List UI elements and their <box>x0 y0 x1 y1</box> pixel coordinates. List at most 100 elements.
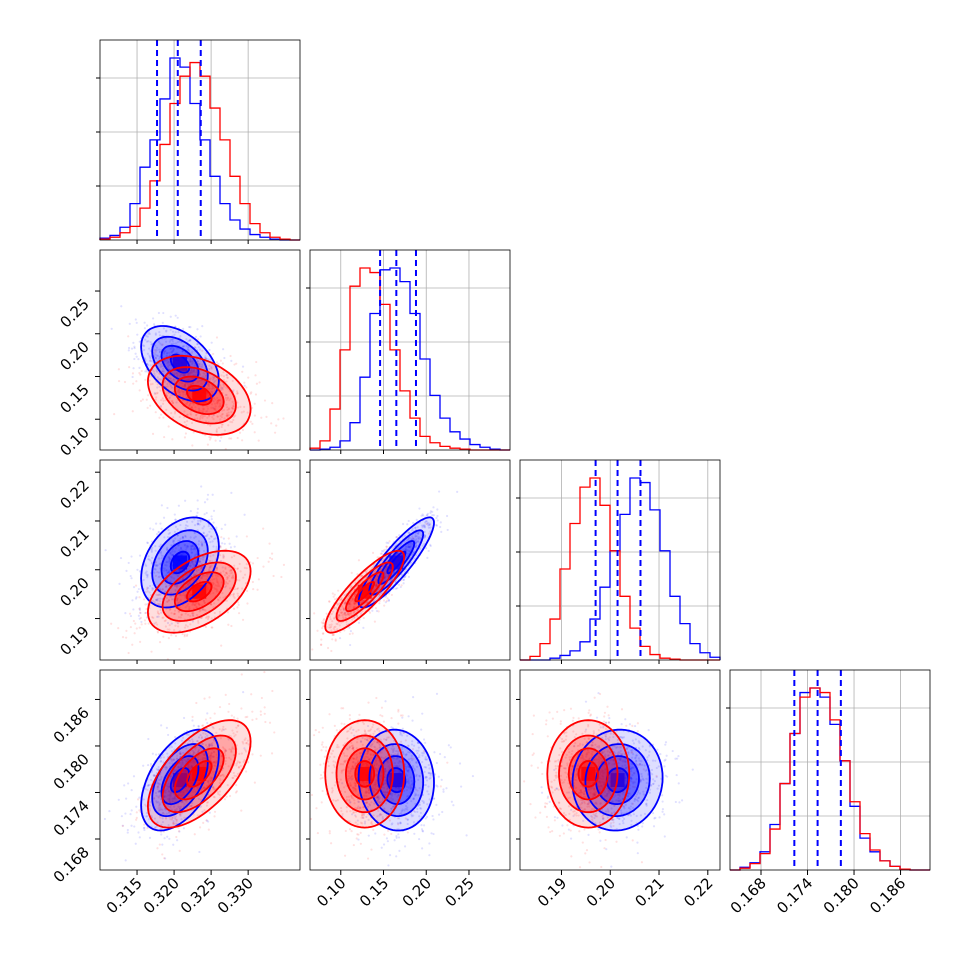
red-sample-point <box>344 601 347 604</box>
blue-sample-point <box>180 583 183 586</box>
red-sample-point <box>212 352 215 356</box>
red-sample-point <box>158 641 162 644</box>
red-sample-point <box>183 410 186 413</box>
red-sample-point <box>223 385 226 388</box>
red-sample-point <box>350 571 353 574</box>
blue-sample-point <box>208 364 211 367</box>
red-sample-point <box>167 425 170 428</box>
red-sample-point <box>227 413 231 417</box>
blue-sample-point <box>157 531 160 534</box>
red-sample-point <box>214 584 217 587</box>
blue-sample-point <box>423 521 427 524</box>
red-sample-point <box>163 813 166 816</box>
red-sample-point <box>129 625 132 629</box>
red-sample-point <box>220 374 223 377</box>
red-sample-point <box>224 749 227 752</box>
red-sample-point <box>209 756 212 759</box>
blue-sample-point <box>158 355 161 358</box>
blue-sample-point <box>197 568 200 572</box>
blue-sample-point <box>370 578 373 581</box>
blue-sample-point <box>183 344 186 348</box>
blue-sample-point <box>153 797 156 800</box>
blue-sample-point <box>155 794 158 797</box>
blue-sample-point <box>177 544 180 547</box>
red-sample-point <box>218 764 222 767</box>
red-sample-point <box>171 438 174 441</box>
red-sample-point <box>207 750 210 753</box>
blue-sample-point <box>188 378 191 381</box>
blue-sample-point <box>172 378 176 381</box>
blue-sample-point <box>405 546 408 549</box>
red-sample-point <box>251 718 254 721</box>
blue-sample-point <box>221 542 224 545</box>
red-sample-point <box>222 408 226 412</box>
blue-sample-point <box>172 348 175 351</box>
red-sample-point <box>206 443 209 446</box>
blue-sample-point <box>428 522 431 525</box>
red-sample-point <box>148 809 151 812</box>
blue-sample-point <box>171 548 175 551</box>
blue-sample-point <box>155 348 158 352</box>
blue-sample-point <box>190 368 193 371</box>
red-sample-point <box>251 710 254 713</box>
red-sample-point <box>237 724 240 727</box>
blue-sample-point <box>163 857 167 860</box>
red-sample-point <box>341 605 344 608</box>
red-sample-point <box>212 761 216 764</box>
blue-sample-point <box>159 779 162 782</box>
red-sample-point <box>172 822 175 825</box>
red-sample-point <box>184 393 187 396</box>
red-sample-point <box>322 622 325 625</box>
blue-sample-point <box>204 374 207 378</box>
blue-sample-point <box>174 525 177 528</box>
red-sample-point <box>173 629 176 632</box>
red-sample-point <box>202 407 206 411</box>
red-sample-point <box>207 394 210 397</box>
red-sample-point <box>350 584 353 588</box>
red-sample-point <box>259 754 262 757</box>
blue-sample-point <box>166 787 169 790</box>
red-sample-point <box>225 572 229 575</box>
blue-sample-point <box>196 328 199 331</box>
red-sample-point <box>202 757 205 760</box>
blue-sample-point <box>182 374 185 377</box>
blue-sample-point <box>160 343 163 347</box>
red-sample-point <box>238 579 241 582</box>
red-sample-point <box>191 612 194 615</box>
blue-contour <box>169 550 191 575</box>
blue-sample-point <box>174 518 177 521</box>
red-sample-point <box>192 571 196 575</box>
blue-sample-point <box>194 346 197 350</box>
blue-sample-point <box>176 574 179 577</box>
red-sample-point <box>185 590 188 593</box>
red-sample-point <box>190 360 193 364</box>
blue-sample-point <box>212 755 215 758</box>
blue-sample-point <box>169 315 172 318</box>
red-sample-point <box>190 760 193 764</box>
red-sample-point <box>147 622 150 625</box>
blue-sample-point <box>148 332 151 336</box>
red-sample-point <box>204 616 208 619</box>
blue-sample-point <box>193 370 196 373</box>
red-sample-point <box>155 593 158 596</box>
red-sample-point <box>190 804 193 807</box>
blue-sample-point <box>144 338 147 341</box>
blue-sample-point <box>160 756 163 759</box>
blue-sample-point <box>182 801 185 804</box>
blue-sample-point <box>129 574 132 578</box>
blue-sample-point <box>174 342 177 345</box>
red-sample-point <box>158 377 161 381</box>
red-sample-point <box>237 766 240 769</box>
red-sample-point <box>236 567 240 570</box>
red-sample-point <box>145 398 148 401</box>
red-sample-point <box>198 603 201 606</box>
blue-sample-point <box>191 560 194 563</box>
red-sample-point <box>353 610 356 613</box>
red-sample-point <box>218 777 221 780</box>
blue-sample-point <box>165 547 168 550</box>
red-sample-point <box>187 765 191 769</box>
red-sample-point <box>138 596 141 599</box>
blue-sample-point <box>196 360 199 363</box>
blue-sample-point <box>142 798 145 801</box>
blue-sample-point <box>165 765 168 769</box>
